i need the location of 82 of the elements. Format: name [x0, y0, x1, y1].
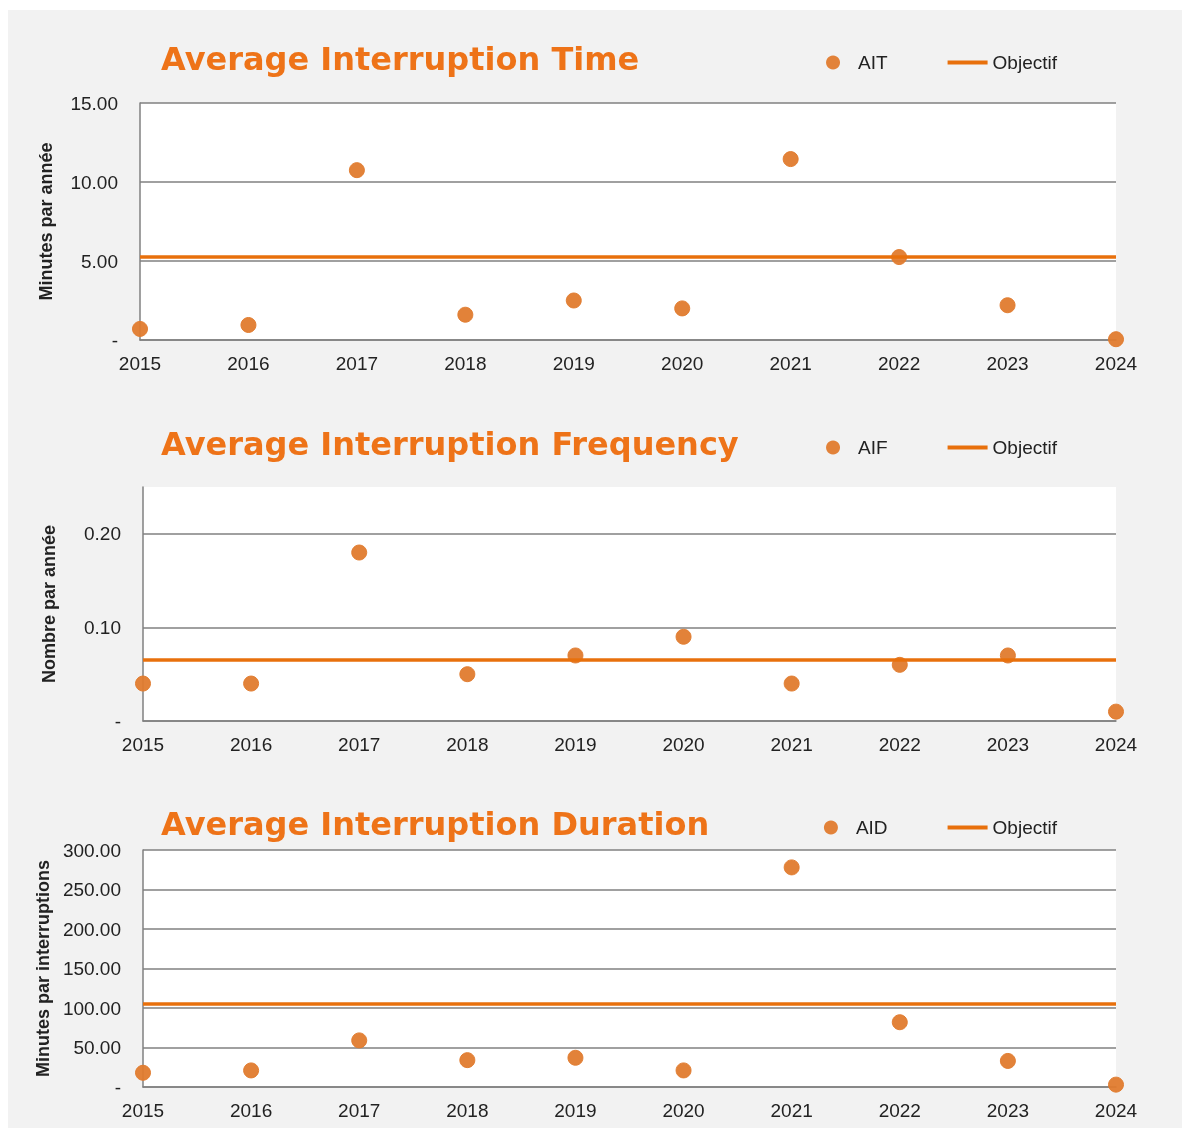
point: [132, 320, 148, 337]
point: [351, 544, 368, 561]
legend-label: AID: [855, 817, 888, 838]
x-tick-label: 2024: [1094, 1100, 1138, 1121]
x-tick-label: 2022: [878, 734, 921, 755]
chart-title: Average Interruption Duration: [161, 805, 710, 843]
point: [348, 162, 365, 179]
x-tick-label: 2019: [554, 1100, 597, 1121]
x-tick-label: 2023: [986, 1100, 1030, 1121]
x-tick-label: 2021: [769, 353, 812, 374]
legend-label: Objectif: [992, 52, 1058, 73]
x-tick-label: 2023: [986, 353, 1029, 374]
chart-title: Average Interruption Time: [161, 40, 640, 78]
point: [351, 1032, 368, 1049]
y-axis-title: Minutes par année: [36, 142, 56, 301]
y-tick-label: 0.10: [84, 616, 121, 638]
point: [1108, 1076, 1124, 1093]
point: [999, 297, 1016, 314]
point: [135, 675, 151, 692]
x-tick-label: 2019: [552, 353, 595, 374]
x-tick-label: 2018: [446, 734, 489, 755]
x-tick-label: 2017: [338, 1100, 381, 1121]
point: [999, 1052, 1016, 1069]
point: [1108, 703, 1124, 720]
point: [674, 300, 691, 317]
x-tick-label: 2015: [118, 353, 162, 374]
x-tick-label: 2023: [986, 734, 1030, 755]
y-tick-label: 0.20: [84, 523, 121, 545]
x-tick-label: 2022: [877, 353, 921, 374]
point: [135, 1064, 151, 1081]
y-tick-label: 10.00: [70, 171, 118, 193]
x-tick-label: 2024: [1094, 734, 1138, 755]
x-tick-label: 2020: [661, 353, 704, 374]
x-tick-label: 2020: [662, 1100, 705, 1121]
point: [783, 675, 800, 692]
point: [565, 292, 582, 309]
point: [675, 628, 692, 645]
point: [1108, 331, 1124, 348]
x-tick-label: 2019: [554, 734, 597, 755]
chart-title: Average Interruption Frequency: [161, 425, 739, 463]
y-tick-label: 100.00: [62, 997, 121, 1019]
y-tick-label: -: [114, 710, 121, 732]
legend-label: AIT: [858, 52, 888, 73]
y-tick-label: 5.00: [81, 250, 118, 272]
legend-label: Objectif: [992, 817, 1058, 838]
y-tick-label: 15.00: [70, 92, 118, 114]
y-axis-title: Minutes par interruptions: [32, 859, 53, 1078]
y-tick-label: 200.00: [62, 918, 121, 940]
y-tick-label: 50.00: [73, 1037, 121, 1058]
x-tick-label: 2015: [121, 1100, 165, 1121]
y-axis-title: Nombre par année: [39, 524, 59, 684]
point: [243, 1062, 260, 1079]
legend-label: Objectif: [992, 437, 1058, 458]
y-tick-label: 250.00: [62, 879, 121, 900]
x-tick-label: 2024: [1094, 353, 1138, 374]
x-tick-label: 2022: [878, 1100, 921, 1121]
point: [457, 306, 474, 323]
x-tick-label: 2016: [227, 353, 270, 374]
point: [891, 1014, 908, 1031]
y-tick-label: -: [114, 1076, 121, 1098]
x-tick-label: 2018: [446, 1100, 489, 1121]
x-tick-label: 2017: [335, 353, 379, 374]
point: [782, 151, 799, 168]
y-tick-label: 150.00: [62, 958, 121, 979]
x-tick-label: 2018: [444, 353, 487, 374]
x-tick-label: 2021: [770, 734, 813, 755]
x-tick-label: 2021: [770, 1100, 813, 1121]
x-tick-label: 2016: [229, 734, 273, 755]
point: [675, 1062, 692, 1079]
point: [567, 1049, 584, 1066]
point: [783, 859, 800, 876]
legend-label: AIF: [858, 437, 888, 458]
point: [459, 1052, 476, 1069]
y-tick-label: 300.00: [62, 839, 121, 861]
x-tick-label: 2015: [121, 734, 165, 755]
point: [243, 675, 260, 692]
x-tick-label: 2016: [229, 1100, 273, 1121]
x-tick-label: 2020: [662, 734, 705, 755]
point: [240, 316, 257, 333]
y-tick-label: -: [111, 329, 118, 351]
point: [459, 666, 476, 683]
x-tick-label: 2017: [338, 734, 381, 755]
